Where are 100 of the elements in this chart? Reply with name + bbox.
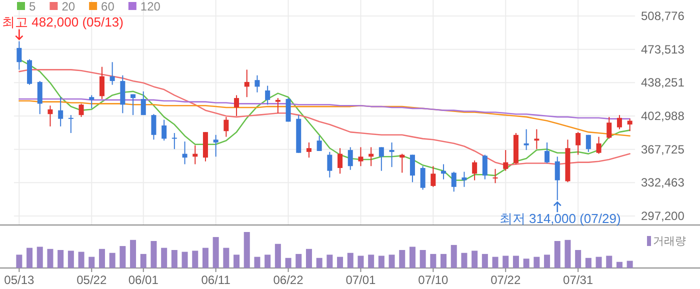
bar xyxy=(316,258,322,268)
candlestick xyxy=(534,128,540,150)
candlestick xyxy=(37,80,42,115)
candlestick xyxy=(286,98,291,122)
candlestick xyxy=(503,150,508,172)
candlestick xyxy=(254,74,260,93)
bar xyxy=(47,248,54,268)
legend-label: 5 xyxy=(29,0,36,14)
bar xyxy=(109,252,116,268)
candlestick xyxy=(234,94,240,116)
legend-label: 20 xyxy=(62,0,76,14)
candlestick xyxy=(616,114,622,130)
bar xyxy=(388,254,395,268)
candlestick xyxy=(586,134,591,152)
bar xyxy=(202,248,208,268)
bar xyxy=(254,256,260,268)
bar xyxy=(223,248,230,268)
bar xyxy=(326,254,333,268)
bar xyxy=(596,256,602,268)
bar xyxy=(502,256,509,268)
bar xyxy=(285,258,292,268)
bar xyxy=(358,256,364,268)
candlestick xyxy=(430,166,436,188)
candlestick xyxy=(130,94,136,116)
bar xyxy=(296,254,302,268)
candlestick xyxy=(89,94,94,109)
candlestick xyxy=(27,58,32,86)
bar xyxy=(140,254,146,268)
candlestick xyxy=(172,132,177,150)
bar xyxy=(461,252,468,268)
candlestick xyxy=(524,128,529,151)
candlestick xyxy=(265,85,270,106)
bar xyxy=(544,254,550,268)
annotation: 최저 314,000 (07/29) xyxy=(499,211,621,226)
legend-label: 60 xyxy=(101,0,115,14)
candlestick xyxy=(627,118,632,132)
annotation: 최고 482,000 (05/13) xyxy=(2,14,124,30)
legend-label: 120 xyxy=(140,0,161,14)
candlestick xyxy=(576,132,581,156)
x-tick-label: 07/01 xyxy=(346,273,376,287)
bar xyxy=(492,256,498,268)
candlestick xyxy=(492,168,498,184)
bar xyxy=(430,254,436,268)
candlestick xyxy=(327,151,332,178)
candlestick xyxy=(554,156,560,201)
bar xyxy=(68,250,74,268)
bar xyxy=(182,252,188,268)
bar xyxy=(88,256,95,268)
candlestick xyxy=(378,146,384,172)
candlestick xyxy=(140,90,146,116)
y-tick-label: 402,988 xyxy=(641,109,685,124)
y-tick-label: 438,251 xyxy=(641,76,685,90)
candlestick xyxy=(120,74,126,114)
x-tick-label: 06/11 xyxy=(201,273,231,287)
x-tick-label: 06/01 xyxy=(128,273,159,287)
bar xyxy=(212,237,219,268)
bar xyxy=(306,248,312,268)
candlestick xyxy=(389,142,394,168)
bar xyxy=(150,241,157,268)
candlestick xyxy=(338,148,343,174)
candlestick xyxy=(16,40,22,70)
bar xyxy=(616,262,622,268)
candlestick xyxy=(358,146,364,167)
bar xyxy=(58,250,64,268)
x-tick-label: 07/31 xyxy=(563,273,594,287)
bar xyxy=(575,250,582,268)
candlestick xyxy=(596,136,602,154)
candlestick xyxy=(213,134,218,158)
candlestick xyxy=(162,119,167,142)
candlestick xyxy=(110,62,115,86)
bar xyxy=(26,248,33,268)
candlestick xyxy=(544,142,550,164)
candlestick xyxy=(420,166,426,190)
bar xyxy=(120,246,126,268)
candlestick xyxy=(306,142,312,158)
bar xyxy=(16,254,22,268)
bar xyxy=(554,241,560,268)
x-tick-label: 06/22 xyxy=(273,273,304,287)
bar xyxy=(161,248,168,268)
x-tick-label: 07/10 xyxy=(418,273,449,287)
bar xyxy=(368,254,374,268)
bar xyxy=(274,244,281,268)
bar xyxy=(409,246,416,268)
candlestick xyxy=(606,116,612,140)
candlestick xyxy=(410,154,415,183)
bar xyxy=(337,256,344,268)
candlestick xyxy=(151,114,156,140)
candlestick xyxy=(451,171,456,192)
candlestick xyxy=(99,66,104,100)
bar xyxy=(606,256,612,268)
candlestick xyxy=(68,114,74,134)
bar xyxy=(36,246,43,268)
bar xyxy=(347,252,354,268)
bar xyxy=(472,250,478,268)
bar xyxy=(130,240,136,268)
bar xyxy=(192,250,198,268)
y-tick-label: 473,513 xyxy=(641,42,685,56)
y-tick-label: 297,200 xyxy=(641,209,685,224)
y-tick-label: 367,725 xyxy=(641,142,685,156)
x-tick-label: 05/13 xyxy=(4,273,35,287)
